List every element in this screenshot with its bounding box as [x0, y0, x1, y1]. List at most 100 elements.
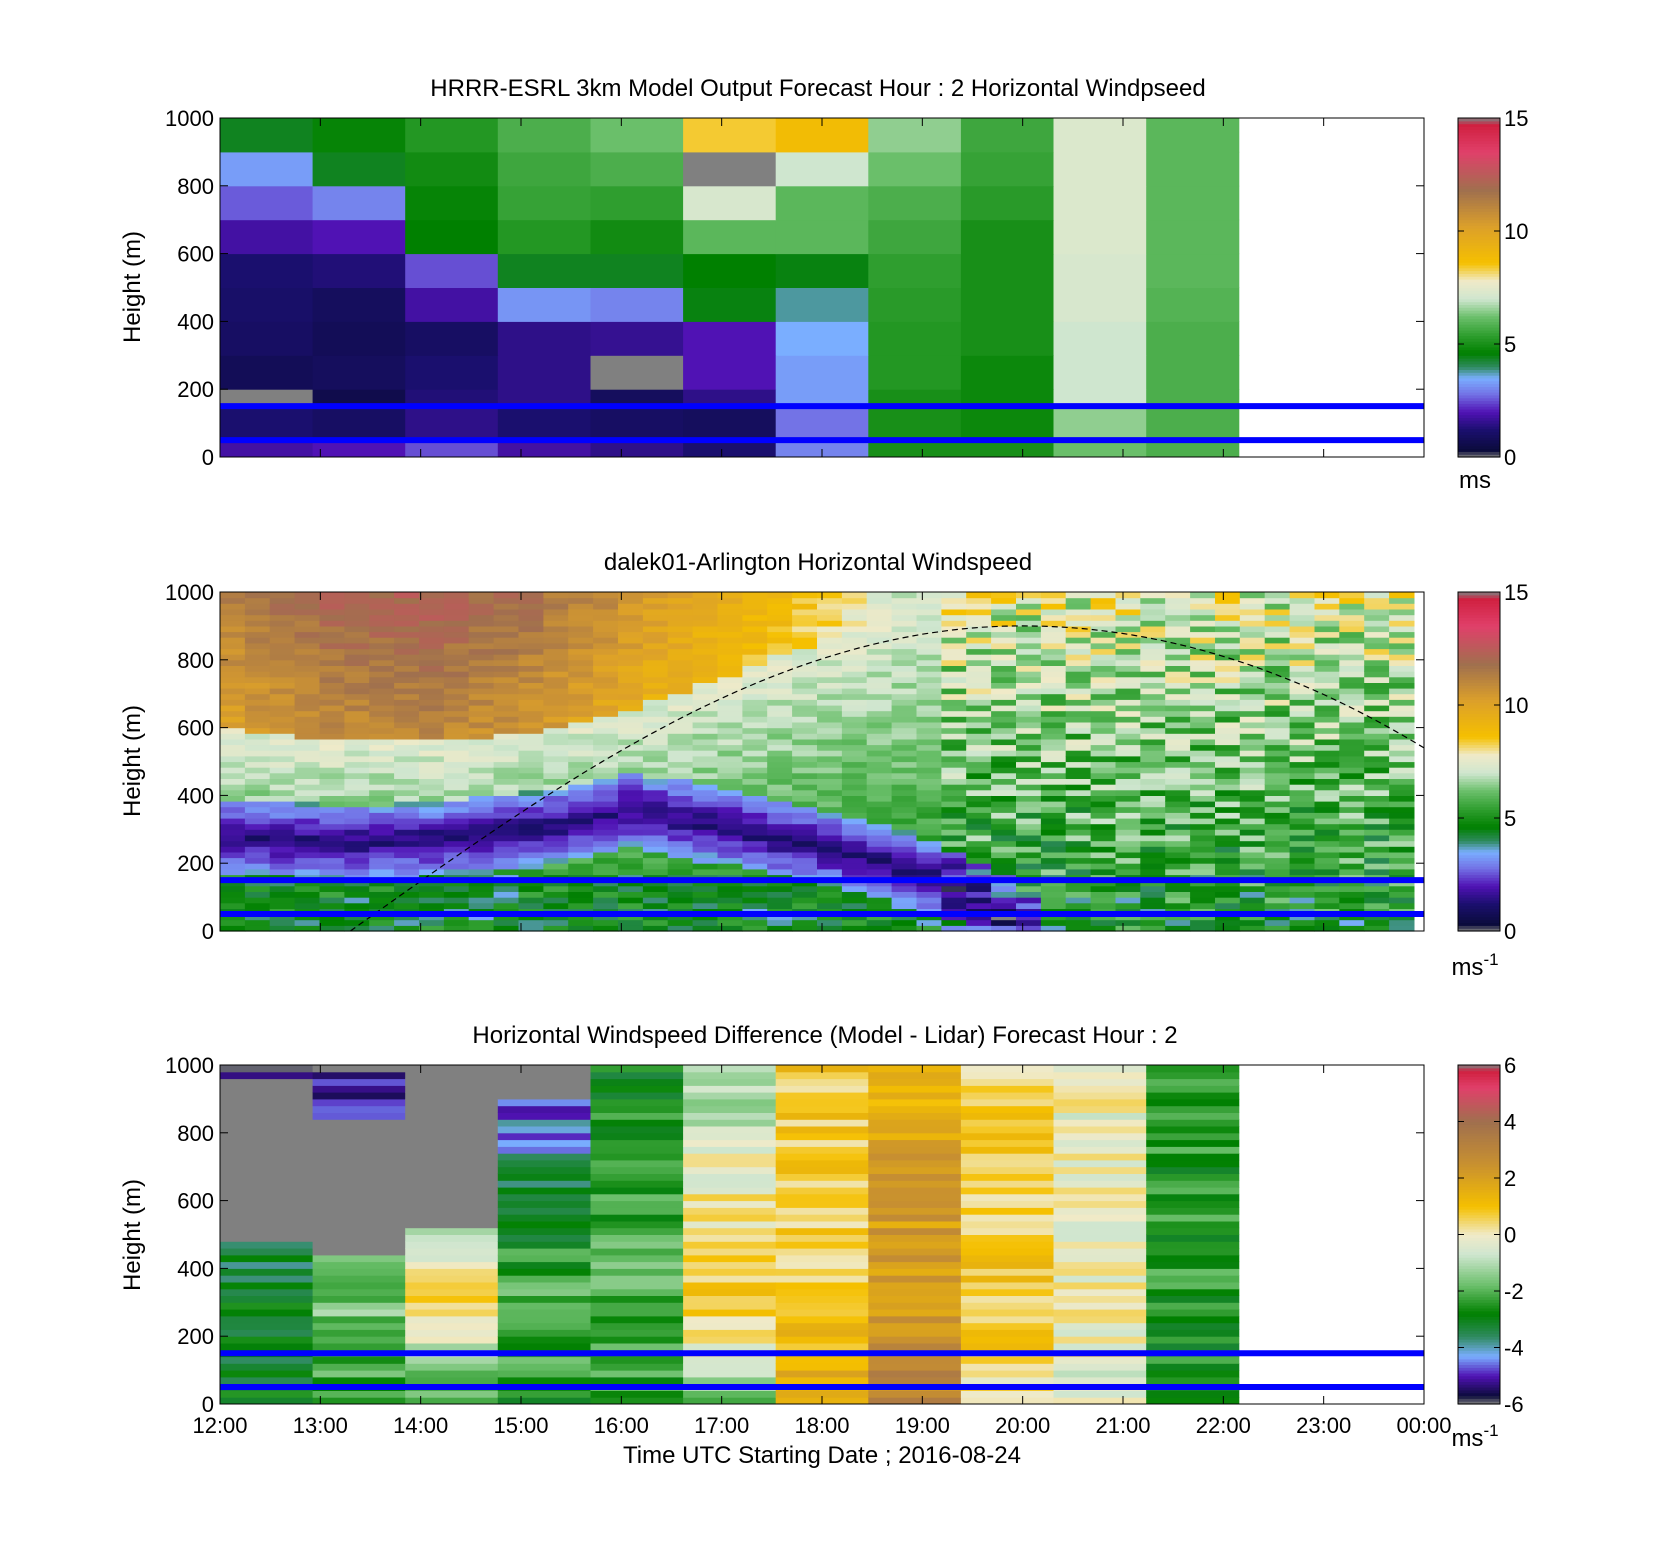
heatmap-cell	[312, 1268, 406, 1276]
heatmap-cell	[767, 659, 793, 666]
heatmap-cell	[497, 1254, 591, 1263]
heatmap-cell	[543, 676, 569, 683]
heatmap-cell	[1053, 1227, 1147, 1235]
heatmap-cell	[443, 823, 470, 830]
heatmap-cell	[1239, 750, 1266, 757]
heatmap-cell	[518, 682, 544, 689]
heatmap-cell	[405, 406, 499, 441]
heatmap-cell	[220, 885, 246, 892]
heatmap-cell	[294, 676, 320, 683]
heatmap-cell	[312, 1329, 406, 1337]
heatmap-cell	[891, 620, 917, 627]
heatmap-cell	[1239, 682, 1266, 689]
heatmap-cell	[1339, 659, 1365, 666]
y-tick-label: 600	[177, 242, 214, 267]
colorbar-segment	[1458, 236, 1500, 241]
heatmap-cell	[405, 1098, 499, 1107]
heatmap-cell	[1264, 722, 1291, 729]
heatmap-cell	[244, 863, 271, 870]
heatmap-cell	[966, 603, 992, 610]
heatmap-cell	[1389, 642, 1415, 650]
heatmap-cell	[1140, 609, 1166, 616]
heatmap-cell	[1165, 603, 1191, 610]
heatmap-cell	[1389, 722, 1415, 729]
heatmap-cell	[841, 880, 868, 887]
colorbar-segment	[1458, 801, 1500, 805]
heatmap-cell	[543, 592, 569, 599]
heatmap-cell	[618, 654, 644, 661]
heatmap-cell	[1389, 778, 1415, 785]
heatmap-cell	[419, 789, 445, 796]
heatmap-cell	[593, 659, 619, 666]
y-tick-label: 200	[177, 851, 214, 876]
heatmap-cell	[590, 1397, 684, 1405]
heatmap-cell	[1065, 806, 1092, 813]
colorbar-segment	[1458, 795, 1500, 799]
heatmap-cell	[1190, 642, 1216, 650]
heatmap-cell	[683, 1248, 777, 1256]
heatmap-cell	[683, 1146, 777, 1154]
heatmap-cell	[269, 755, 296, 763]
heatmap-cell	[817, 738, 843, 746]
heatmap-cell	[419, 648, 445, 655]
heatmap-cell	[868, 1370, 962, 1378]
panel-difference-x-tick-labels: 12:00 13:00 14:00 15:00 16:00 17:00 18:00 19:00…	[192, 1413, 1451, 1438]
heatmap-cell	[891, 925, 917, 932]
heatmap-cell	[394, 637, 420, 644]
heatmap-cell	[683, 1153, 777, 1161]
heatmap-cell	[220, 1159, 314, 1168]
heatmap-cell	[1053, 1200, 1147, 1208]
heatmap-cell	[792, 902, 818, 909]
heatmap-cell	[1239, 716, 1266, 723]
heatmap-cell	[991, 835, 1017, 842]
heatmap-cell	[1065, 914, 1092, 921]
heatmap-cell	[742, 767, 768, 774]
colorbar-segment	[1458, 315, 1500, 320]
heatmap-cell	[866, 857, 893, 864]
colorbar-segment	[1458, 902, 1500, 907]
heatmap-cell	[220, 1336, 314, 1344]
heatmap-cell	[960, 440, 1054, 458]
heatmap-cell	[419, 625, 445, 633]
heatmap-cell	[866, 795, 893, 802]
heatmap-cell	[1140, 885, 1166, 892]
heatmap-cell	[405, 1329, 499, 1337]
heatmap-cell	[543, 744, 569, 751]
heatmap-cell	[1190, 778, 1216, 785]
heatmap-cell	[767, 755, 793, 763]
heatmap-cell	[1040, 823, 1067, 830]
colorbar-segment	[1458, 829, 1500, 833]
heatmap-cell	[891, 857, 917, 864]
colorbar-segment	[1458, 163, 1500, 167]
heatmap-cell	[792, 642, 818, 650]
heatmap-cell	[692, 597, 718, 604]
heatmap-cell	[1190, 840, 1216, 847]
heatmap-cell	[1190, 699, 1216, 706]
heatmap-cell	[1040, 891, 1067, 898]
heatmap-cell	[394, 772, 420, 779]
x-tick-label: 15:00	[493, 1413, 548, 1438]
heatmap-cell	[344, 705, 370, 712]
heatmap-cell	[1289, 631, 1315, 638]
heatmap-cell	[319, 801, 345, 808]
heatmap-cell	[394, 891, 420, 898]
panel-lidar-x-ticks	[219, 592, 1425, 931]
heatmap-cell	[683, 1302, 777, 1310]
heatmap-cell	[1053, 1126, 1147, 1134]
heatmap-cell	[543, 659, 569, 666]
panel-difference-height-lines	[220, 1350, 1424, 1390]
heatmap-cell	[1190, 863, 1216, 870]
heatmap-cell	[1165, 851, 1191, 859]
heatmap-cell	[1140, 902, 1166, 909]
heatmap-cell	[294, 597, 320, 604]
heatmap-cell	[468, 716, 495, 723]
heatmap-cell	[497, 1295, 591, 1303]
heatmap-cell	[1364, 755, 1390, 763]
heatmap-cell	[891, 625, 917, 633]
heatmap-cell	[1215, 733, 1241, 740]
heatmap-cell	[1090, 812, 1116, 819]
heatmap-cell	[1016, 885, 1042, 892]
heatmap-cell	[1053, 1390, 1147, 1398]
heatmap-cell	[493, 699, 519, 706]
heatmap-cell	[394, 835, 420, 842]
